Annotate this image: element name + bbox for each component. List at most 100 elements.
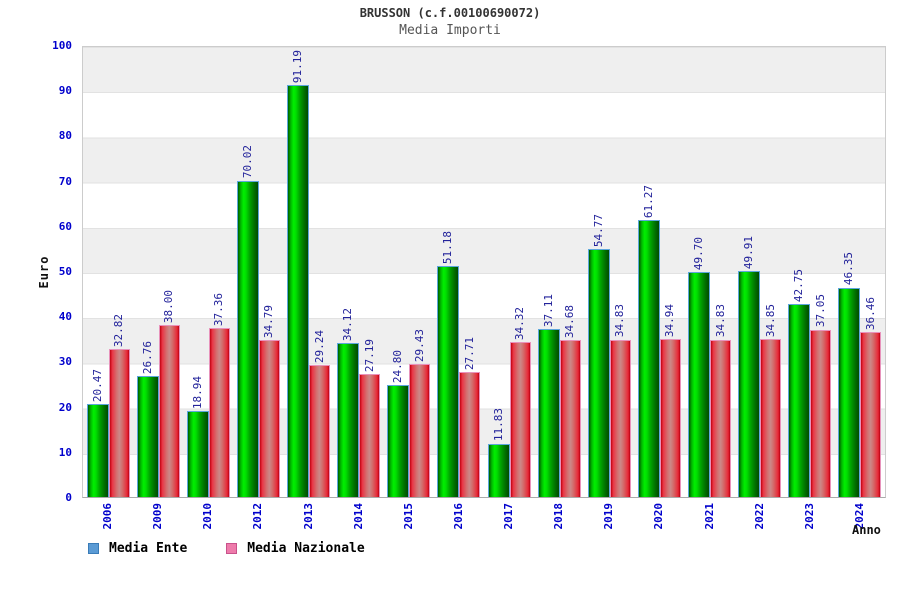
y-axis-tick: 50 [58,265,72,278]
legend: Media Ente Media Nazionale [88,541,404,556]
bar-media-nazionale: 34.68 [559,305,581,497]
x-axis-year-label: 2015 [401,503,415,530]
bar-media-ente: 37.11 [537,294,560,497]
bar-value-label: 26.76 [140,340,154,375]
x-axis-year-label: 2014 [351,503,365,530]
bar-value-label: 91.19 [291,49,305,83]
bar-media-nazionale: 36.46 [860,297,882,497]
bar-group-2015: 24.80 29.43 2015 [387,329,431,530]
bar-media-ente: 49.91 [738,236,761,497]
bar-value-label: 20.47 [90,369,104,403]
bar-value-label: 34.83 [613,304,627,338]
bar-media-nazionale: 27.19 [359,339,381,497]
bar-value-label: 51.18 [441,230,455,264]
chart-title: BRUSSON (c.f.00100690072) [359,6,541,20]
bar-media-ente: 34.12 [337,308,360,497]
bar-group-2018: 37.11 34.68 2018 [537,294,581,530]
bar-group-2016: 51.18 27.71 2016 [437,231,481,530]
legend-label-media-ente: Media Ente [109,541,188,556]
bar-group-2023: 42.75 37.05 2023 [788,269,832,530]
bar-value-label: 29.24 [312,329,326,363]
x-axis-year-label: 2020 [652,503,666,530]
bar-value-label: 34.12 [341,307,355,341]
y-axis-tick: 20 [58,400,72,414]
x-axis-year-label: 2006 [101,503,115,530]
bar-group-2022: 49.91 34.85 2022 [738,236,782,530]
bar-media-ente: 61.27 [637,185,660,497]
bar-media-ente: 11.83 [487,408,510,497]
bar-media-nazionale: 27.71 [459,337,481,497]
bar-media-nazionale: 29.43 [409,329,431,497]
chart-subtitle: Media Importi [399,23,501,38]
bar-media-ente: 49.70 [688,237,711,497]
x-axis-year-label: 2021 [702,503,716,530]
bar-value-label: 49.91 [742,236,756,270]
x-axis-year-label: 2022 [752,503,766,530]
legend-swatch-blue-icon [88,543,99,554]
bar-value-label: 38.00 [162,290,176,324]
bar-media-ente: 20.47 [86,369,109,497]
y-axis-tick: 90 [58,84,72,98]
bar-group-2024: 46.35 36.46 2024 [838,252,882,530]
bar-value-label: 34.85 [763,304,777,338]
legend-item-media-nazionale: Media Nazionale [226,541,365,556]
x-axis-year-label: 2010 [201,503,215,530]
bar-media-ente: 91.19 [287,50,310,497]
y-axis-ticks: 0 10 20 30 40 50 60 70 80 90 100 [0,39,74,504]
x-axis-year-label: 2013 [301,503,315,530]
bar-group-2013: 91.19 29.24 2013 [287,50,331,530]
x-axis-year-label: 2023 [802,503,816,530]
bar-media-ente: 42.75 [788,269,811,497]
bar-value-label: 61.27 [641,184,655,219]
bar-value-label: 34.83 [713,304,727,338]
bar-media-nazionale: 34.79 [258,305,280,497]
bar-value-label: 37.05 [813,294,827,328]
bar-media-nazionale: 29.24 [309,330,331,497]
bar-value-label: 34.68 [563,305,577,339]
bar-media-ente: 46.35 [838,252,861,497]
bar-media-nazionale: 32.82 [108,314,130,497]
bar-group-2017: 11.83 34.32 2017 [487,307,531,530]
bar-value-label: 42.75 [792,268,806,302]
x-axis-year-label: 2019 [602,503,616,530]
bar-value-label: 37.11 [541,294,555,328]
plot-area: 20.47 32.82 2006 26.76 38.00 2009 18.94 37.36 20… [82,46,886,530]
y-axis-tick: 40 [58,310,72,324]
bar-media-nazionale: 37.05 [810,294,832,497]
bar-value-label: 34.79 [262,304,276,338]
bar-value-label: 27.71 [462,336,476,370]
bar-value-label: 54.77 [591,214,605,248]
bar-media-ente: 70.02 [236,145,259,497]
bar-group-2021: 49.70 34.83 2021 [688,237,732,530]
y-axis-tick: 70 [58,174,72,188]
bar-media-nazionale: 37.36 [208,293,230,497]
bar-group-2019: 54.77 34.83 2019 [587,214,631,530]
bar-group-2012: 70.02 34.79 2012 [236,145,280,530]
bar-media-ente: 18.94 [186,376,209,497]
y-axis-tick: 30 [58,355,72,369]
bar-value-label: 34.94 [663,303,677,338]
bar-media-nazionale: 34.32 [509,307,531,497]
x-axis-year-label: 2016 [451,503,465,530]
y-axis-tick: 80 [58,129,72,143]
legend-label-media-nazionale: Media Nazionale [247,541,365,556]
y-axis-tick: 100 [52,39,72,52]
bar-group-2020: 61.27 34.94 2020 [637,185,681,530]
bar-value-label: 34.32 [513,306,527,340]
bar-value-label: 32.82 [112,313,126,347]
y-axis-tick: 10 [58,445,72,459]
bar-value-label: 49.70 [692,237,706,271]
x-axis-year-label: 2018 [552,503,566,530]
bar-media-nazionale: 34.85 [760,304,782,497]
x-axis-title: Anno [852,523,881,537]
bar-group-2009: 26.76 38.00 2009 [136,290,180,530]
bar-value-label: 46.35 [842,252,856,286]
bar-group-2014: 34.12 27.19 2014 [337,308,381,530]
bar-value-label: 18.94 [190,376,204,410]
bar-media-ente: 26.76 [136,341,159,497]
bar-value-label: 70.02 [240,145,254,179]
bar-media-nazionale: 34.83 [710,304,732,497]
bar-media-nazionale: 34.83 [609,304,631,497]
bar-value-label: 11.83 [491,408,505,442]
